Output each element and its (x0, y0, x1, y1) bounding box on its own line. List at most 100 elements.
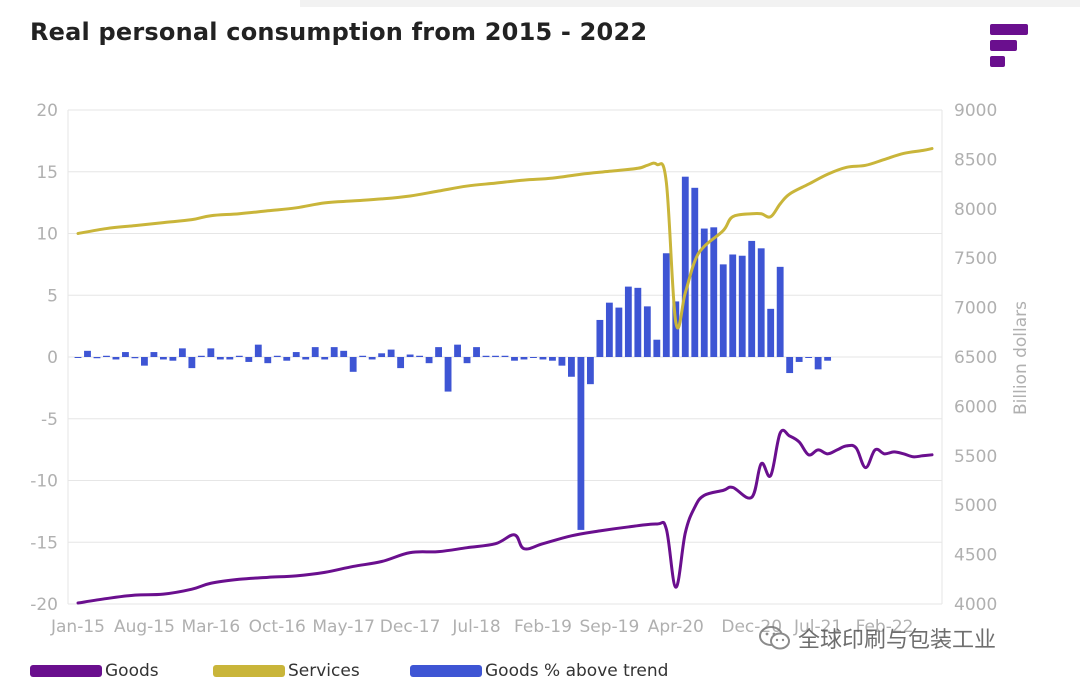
trend-bar (729, 254, 737, 357)
trend-bar (814, 357, 822, 370)
trend-bar (501, 355, 509, 357)
trend-bar (776, 266, 784, 357)
trend-bar (273, 355, 281, 357)
right-tick-label: 7500 (954, 249, 997, 269)
x-tick-label: May-17 (312, 617, 375, 637)
trend-bar (150, 352, 158, 357)
trend-bar (397, 357, 405, 369)
trend-bar (444, 357, 452, 392)
trend-bar (454, 344, 461, 357)
right-tick-label: 5000 (954, 496, 997, 516)
series-line-goods (76, 428, 934, 605)
left-tick-label: -10 (30, 472, 58, 492)
left-tick-label: 20 (36, 101, 58, 121)
right-tick-label: 8500 (954, 150, 997, 170)
trend-bar (131, 357, 139, 359)
top-divider (300, 0, 1080, 7)
left-tick-label: 0 (47, 348, 58, 368)
legend-goods-swatch (30, 665, 102, 677)
right-tick-label: 4500 (954, 546, 997, 566)
right-axis-label: Billion dollars (1011, 301, 1031, 415)
trend-bar (122, 352, 129, 357)
trend-bar (207, 348, 215, 357)
right-tick-label: 9000 (954, 101, 997, 121)
legend-goods: Goods (30, 660, 159, 682)
trend-bar (283, 357, 291, 361)
legend-trend: Goods % above trend (410, 660, 668, 682)
watermark: 全球印刷与包装工业 (758, 622, 996, 654)
trend-bar (596, 319, 604, 357)
trend-bar (188, 357, 196, 369)
legend-goods-label: Goods (105, 661, 159, 681)
x-tick-label: Feb-19 (514, 617, 572, 637)
wechat-icon (759, 626, 790, 650)
x-tick-label: Feb-22 (856, 617, 914, 637)
right-y-axis: 4000 4500 5000 5500 6000 6500 7000 7500 8000 8500… (954, 101, 997, 615)
trend-bar (795, 357, 803, 362)
right-tick-label: 6500 (954, 348, 997, 368)
trend-bar (302, 357, 310, 360)
trend-bar (605, 302, 613, 357)
x-tick-label: Oct-16 (249, 617, 306, 637)
trend-bar (767, 308, 775, 357)
right-tick-label: 6000 (954, 397, 997, 417)
left-tick-label: 5 (47, 286, 58, 306)
trend-bar (757, 248, 765, 357)
x-axis: Jan-15 Aug-15 Mar-16 Oct-16 May-17 Dec-17 Jul-… (50, 617, 913, 637)
trend-bar (530, 357, 537, 358)
trend-bar (672, 301, 680, 357)
trend-bar (368, 357, 376, 360)
trend-bar (681, 176, 689, 357)
trend-bar (159, 357, 167, 360)
trend-bar (311, 347, 319, 357)
trend-bar (615, 307, 623, 357)
trend-bar (482, 355, 490, 357)
trend-bar (416, 355, 424, 357)
trend-bar (112, 357, 120, 360)
chart-title: Real personal consumption from 2015 - 20… (30, 18, 648, 46)
trend-bar (700, 228, 708, 357)
left-tick-label: 10 (36, 225, 58, 245)
trend-bar (558, 357, 566, 366)
trend-bar (805, 357, 813, 358)
trend-bar (103, 355, 110, 357)
trend-bar (549, 357, 556, 361)
trend-bar (586, 357, 594, 385)
trend-bar (662, 253, 670, 357)
x-tick-label: Jan-15 (50, 617, 105, 637)
trend-bar (643, 306, 651, 357)
trend-bar (359, 355, 367, 357)
right-tick-label: 5500 (954, 447, 997, 467)
trend-bar (719, 264, 727, 357)
trend-bar (387, 349, 395, 357)
trend-bar (511, 357, 518, 361)
x-tick-label: Mar-16 (181, 617, 240, 637)
trend-bar (653, 339, 661, 357)
trend-bar (824, 357, 832, 361)
right-tick-label: 7000 (954, 299, 997, 319)
left-tick-label: -5 (41, 410, 58, 430)
trend-bar (340, 350, 348, 357)
legend-services-label: Services (288, 661, 360, 681)
legend-services-swatch (213, 665, 285, 677)
trend-bar (84, 350, 91, 357)
trend-bar (520, 357, 528, 360)
trend-bar (786, 357, 794, 374)
trend-bar (634, 287, 642, 357)
trend-bar (292, 352, 300, 357)
trend-bar (577, 357, 585, 530)
series-lines (76, 147, 934, 605)
trend-bar (226, 357, 234, 360)
trend-bar (321, 357, 329, 360)
x-tick-label: Dec-20 (721, 617, 782, 637)
trend-bar (738, 255, 746, 357)
trend-bar (492, 355, 499, 357)
legend-trend-label: Goods % above trend (485, 661, 669, 681)
trend-bar (141, 357, 148, 366)
trend-bar (93, 357, 101, 359)
brand-logo-icon (990, 24, 1028, 67)
trend-bar (473, 347, 480, 357)
left-tick-label: -15 (30, 533, 58, 553)
trend-bar (330, 347, 338, 357)
